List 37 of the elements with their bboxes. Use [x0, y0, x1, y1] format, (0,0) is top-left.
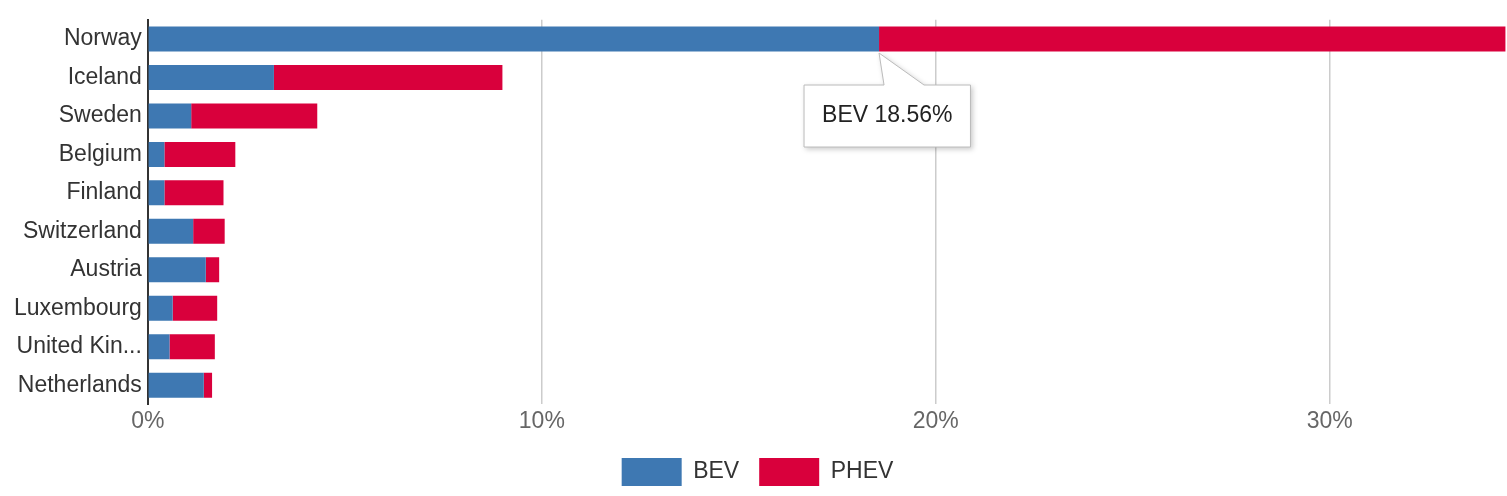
bar — [879, 26, 1506, 52]
y-tick-label: Finland — [66, 178, 142, 205]
y-tick-label: Austria — [70, 255, 143, 282]
y-tick-label: Belgium — [58, 139, 142, 166]
bar — [193, 218, 225, 244]
bar — [148, 372, 204, 398]
x-tick-label: 30% — [1306, 406, 1353, 433]
bar — [273, 64, 503, 90]
y-tick-label: Netherlands — [17, 370, 142, 397]
bar — [191, 103, 318, 129]
x-tick-label: 10% — [518, 406, 565, 433]
annotation: BEV 18.56% — [822, 101, 953, 128]
bar — [169, 334, 215, 360]
bar — [164, 141, 236, 167]
bar — [148, 103, 192, 129]
bar — [148, 180, 165, 206]
x-tick-label: 20% — [912, 406, 959, 433]
y-tick-label: United Kin... — [16, 332, 142, 359]
bar — [148, 257, 206, 283]
y-tick-label: Norway — [63, 24, 143, 51]
bar — [172, 295, 218, 321]
bar — [148, 218, 194, 244]
bar — [164, 180, 224, 206]
bar — [148, 334, 170, 360]
y-tick-label: Sweden — [58, 101, 142, 128]
legend-label: BEV — [693, 457, 740, 484]
bar — [148, 26, 880, 52]
legend-label: PHEV — [830, 457, 894, 484]
y-tick-label: Iceland — [67, 62, 142, 89]
bar — [148, 141, 165, 167]
bar — [148, 64, 274, 90]
x-tick-label: 0% — [131, 406, 165, 433]
y-tick-label: Luxembourg — [14, 293, 142, 320]
bar — [148, 295, 173, 321]
bar — [203, 372, 213, 398]
bar — [205, 257, 220, 283]
y-tick-label: Switzerland — [22, 216, 142, 243]
